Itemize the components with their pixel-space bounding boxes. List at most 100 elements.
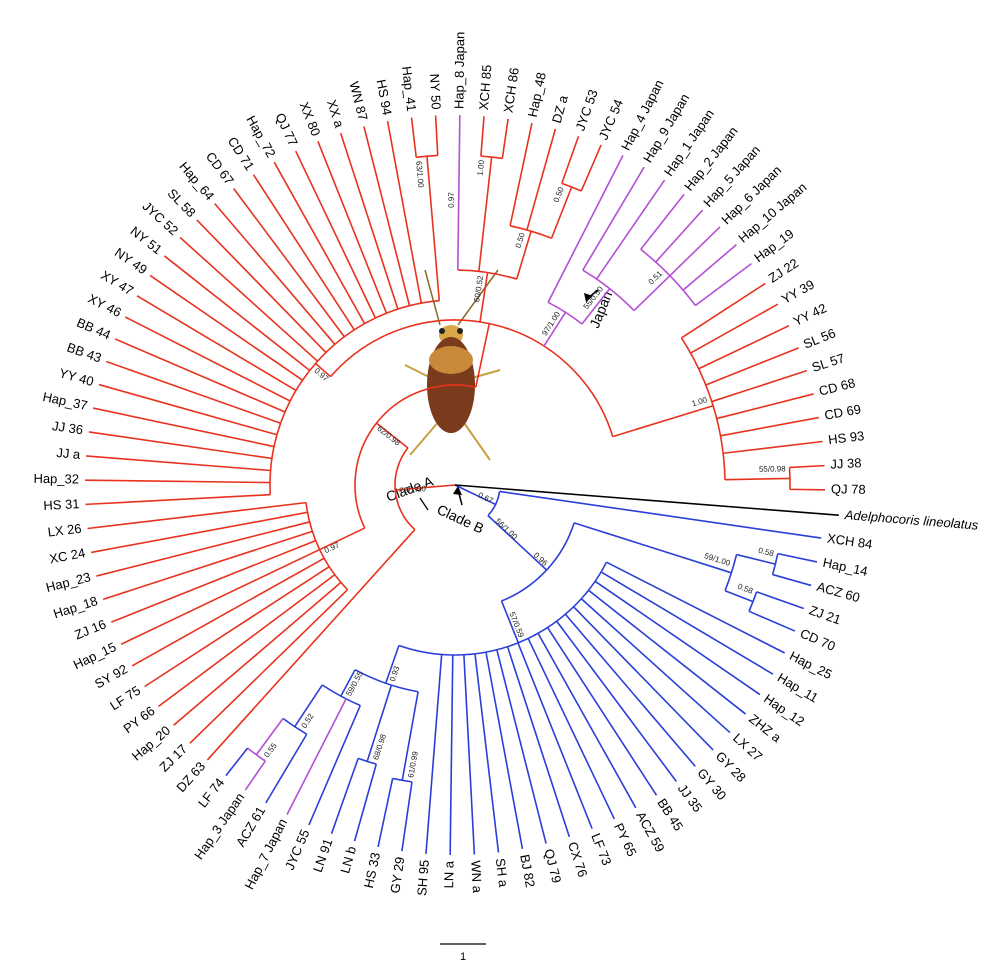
- leaf-branch: [528, 638, 614, 819]
- leaf-label: LN b: [337, 845, 359, 876]
- leaf-label: SH a: [493, 857, 511, 888]
- leaf-label: SL 58: [165, 186, 199, 220]
- leaf-label: SH 95: [414, 859, 432, 896]
- leaf-branch: [720, 418, 818, 436]
- leaf-branch: [145, 567, 330, 687]
- leaf-branch: [790, 466, 825, 468]
- leaf-branch: [717, 394, 814, 419]
- leaf-branch: [426, 654, 442, 853]
- leaf-label: NY 51: [128, 223, 165, 257]
- leaf-branch: [85, 480, 270, 482]
- leaf-label: JJ a: [56, 445, 82, 462]
- support-value: 0.58: [757, 546, 775, 559]
- leaf-label: ZJ 21: [807, 602, 843, 627]
- leaf-branch: [695, 264, 751, 306]
- leaf-branch: [723, 442, 822, 454]
- leaf-label: HS 93: [827, 428, 865, 447]
- leaf-label: LF 73: [588, 831, 614, 867]
- support-value: 0.50: [514, 231, 527, 249]
- leaf-label: BJ 82: [517, 853, 538, 888]
- leaf-label: XC 24: [48, 545, 86, 566]
- leaf-label: JYC 53: [572, 88, 600, 133]
- leaf-branch: [99, 385, 277, 435]
- leaf-label: HS 33: [361, 851, 383, 889]
- leaf-branch: [450, 655, 453, 855]
- leaf-branch: [670, 227, 720, 276]
- support-value: 0.50: [552, 185, 566, 203]
- leaf-label: BB 45: [654, 796, 686, 834]
- insect-image: [405, 270, 500, 460]
- leaf-label: JJ 38: [830, 455, 862, 472]
- leaf-branch: [296, 151, 376, 318]
- leaf-label: CX 76: [565, 840, 590, 879]
- leaf-label: PY 65: [611, 821, 640, 859]
- leaf-branch: [121, 550, 320, 645]
- support-value: 1.00: [476, 159, 487, 176]
- leaf-branch: [402, 782, 412, 851]
- leaf-label: Adelphocoris lineolatus: [843, 507, 979, 533]
- leaf-branch: [502, 119, 508, 159]
- leaf-branch: [510, 123, 532, 226]
- leaf-label: Hap_37: [41, 389, 89, 413]
- leaf-label: Hap_8 Japan: [451, 32, 467, 110]
- leaf-branch: [137, 296, 296, 391]
- leaf-label: CD 69: [823, 401, 862, 422]
- leaf-label: XCH 84: [826, 530, 873, 551]
- leaf-label: JYC 55: [282, 827, 313, 872]
- leaf-label: WN 87: [346, 80, 370, 122]
- leaf-label: YY 42: [791, 300, 829, 329]
- leaf-label: XY 46: [86, 291, 124, 320]
- leaf-label: GY 29: [387, 856, 407, 894]
- leaf-branch: [93, 408, 274, 446]
- support-value: 68/0.98: [371, 732, 388, 761]
- branch: [427, 156, 439, 300]
- leaf-label: WN a: [468, 860, 485, 894]
- support-value: 1.00: [691, 395, 709, 408]
- leaf-branch: [436, 116, 438, 156]
- leaf-branch: [388, 121, 422, 303]
- leaf-branch: [464, 655, 474, 855]
- leaf-branch: [778, 554, 817, 562]
- leaf-branch: [106, 361, 280, 423]
- leaf-branch: [508, 647, 570, 837]
- leaf-label: LF 74: [195, 775, 227, 810]
- support-value: 57/0.59: [507, 611, 525, 640]
- leaf-label: LX 26: [47, 521, 83, 540]
- leaf-branch: [691, 304, 778, 353]
- leaf-label: XCH 85: [476, 64, 495, 111]
- leaf-branch: [574, 607, 714, 750]
- leaf-label: QJ 78: [831, 481, 866, 496]
- phylogenetic-tree: Clade A Clade B Japan 1 79/1.0062/0.980.…: [0, 0, 1007, 964]
- leaf-branch: [518, 643, 592, 829]
- leaf-label: BB 43: [65, 340, 103, 366]
- leaf-branch: [88, 503, 306, 529]
- leaf-branch: [712, 371, 807, 402]
- leaf-label: HS 31: [43, 496, 80, 513]
- leaf-branch: [190, 590, 348, 744]
- branch: [725, 478, 790, 479]
- leaf-branch: [245, 761, 265, 790]
- leaf-label: SL 57: [810, 350, 846, 375]
- support-value: 61/0.99: [406, 750, 420, 778]
- support-value: 55/0.98: [759, 464, 786, 474]
- leaf-branch: [458, 115, 460, 270]
- branch: [613, 406, 713, 437]
- scale-label: 1: [460, 951, 466, 963]
- leaf-label: Hap_18: [51, 593, 99, 621]
- leaf-label: Hap_14: [821, 555, 869, 579]
- leaf-branch: [86, 456, 270, 471]
- leaf-branch: [274, 162, 364, 323]
- branch-arc: [270, 301, 439, 495]
- branch: [476, 324, 490, 388]
- leaf-branch: [481, 116, 484, 156]
- leaf-label: CD 68: [817, 375, 856, 399]
- leaf-branch: [331, 758, 358, 833]
- branch: [574, 523, 731, 573]
- leaf-branch: [548, 155, 623, 302]
- leaf-label: LN 91: [310, 837, 336, 875]
- leaf-label: JYC 54: [596, 97, 627, 142]
- leaf-label: ACZ 60: [815, 579, 861, 605]
- leaf-branch: [455, 485, 839, 515]
- support-value: 63/1.00: [414, 161, 425, 189]
- leaf-label: SY 92: [92, 661, 130, 691]
